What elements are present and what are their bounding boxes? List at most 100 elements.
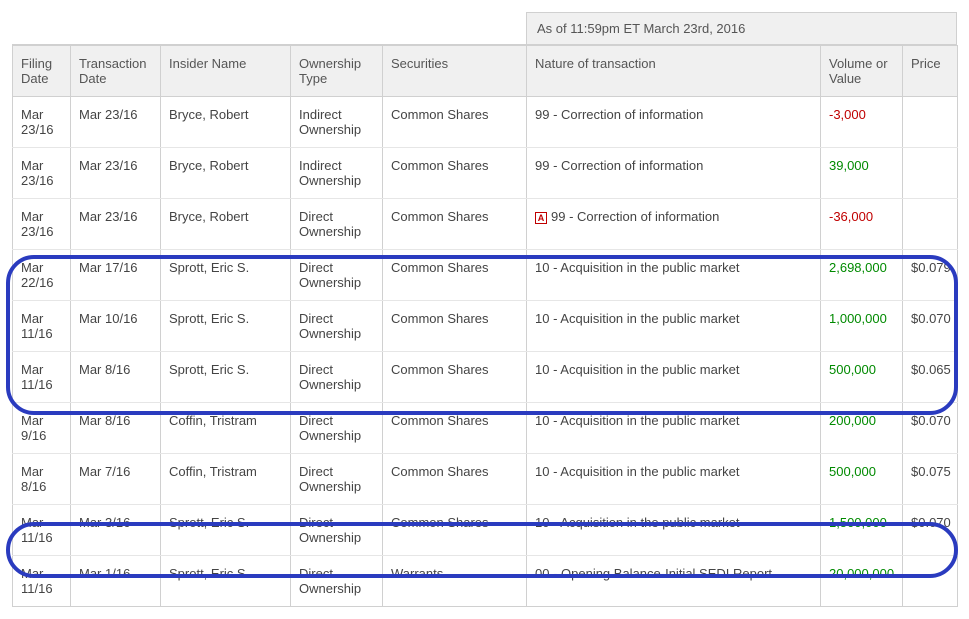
cell-ownership: Direct Ownership [291, 301, 383, 352]
table-row[interactable]: Mar 23/16Mar 23/16Bryce, RobertIndirect … [13, 148, 958, 199]
cell-price [903, 97, 958, 148]
cell-transaction: Mar 23/16 [71, 148, 161, 199]
table-row[interactable]: Mar 23/16Mar 23/16Bryce, RobertDirect Ow… [13, 199, 958, 250]
cell-securities: Common Shares [383, 352, 527, 403]
header-ownership[interactable]: Ownership Type [291, 46, 383, 97]
header-nature[interactable]: Nature of transaction [527, 46, 821, 97]
cell-transaction: Mar 7/16 [71, 454, 161, 505]
cell-nature: 10 - Acquisition in the public market [527, 250, 821, 301]
cell-transaction: Mar 1/16 [71, 556, 161, 607]
cell-securities: Common Shares [383, 250, 527, 301]
cell-transaction: Mar 3/16 [71, 505, 161, 556]
cell-transaction: Mar 17/16 [71, 250, 161, 301]
table-body: Mar 23/16Mar 23/16Bryce, RobertIndirect … [13, 97, 958, 607]
cell-nature: 10 - Acquisition in the public market [527, 454, 821, 505]
table-row[interactable]: Mar 23/16Mar 23/16Bryce, RobertIndirect … [13, 97, 958, 148]
table-row[interactable]: Mar 22/16Mar 17/16Sprott, Eric S.Direct … [13, 250, 958, 301]
cell-filing: Mar 11/16 [13, 352, 71, 403]
cell-ownership: Direct Ownership [291, 556, 383, 607]
header-filing[interactable]: Filing Date [13, 46, 71, 97]
cell-price [903, 148, 958, 199]
cell-volume: 39,000 [821, 148, 903, 199]
cell-nature: 00 - Opening Balance-Initial SEDI Report [527, 556, 821, 607]
cell-insider: Sprott, Eric S. [161, 352, 291, 403]
cell-price: $0.075 [903, 454, 958, 505]
cell-price: $0.065 [903, 352, 958, 403]
cell-transaction: Mar 8/16 [71, 403, 161, 454]
table-row[interactable]: Mar 11/16Mar 1/16Sprott, Eric S.Direct O… [13, 556, 958, 607]
header-row: Filing Date Transaction Date Insider Nam… [13, 46, 958, 97]
header-securities[interactable]: Securities [383, 46, 527, 97]
asof-row: As of 11:59pm ET March 23rd, 2016 [12, 12, 957, 45]
table-row[interactable]: Mar 11/16Mar 3/16Sprott, Eric S.Direct O… [13, 505, 958, 556]
table-row[interactable]: Mar 9/16Mar 8/16Coffin, TristramDirect O… [13, 403, 958, 454]
header-volume[interactable]: Volume or Value [821, 46, 903, 97]
table-row[interactable]: Mar 11/16Mar 8/16Sprott, Eric S.Direct O… [13, 352, 958, 403]
cell-transaction: Mar 10/16 [71, 301, 161, 352]
asof-spacer [12, 12, 526, 45]
cell-filing: Mar 11/16 [13, 556, 71, 607]
cell-volume: 1,500,000 [821, 505, 903, 556]
header-transaction[interactable]: Transaction Date [71, 46, 161, 97]
cell-volume: -36,000 [821, 199, 903, 250]
cell-ownership: Direct Ownership [291, 403, 383, 454]
cell-nature: 10 - Acquisition in the public market [527, 301, 821, 352]
cell-securities: Common Shares [383, 199, 527, 250]
cell-securities: Common Shares [383, 505, 527, 556]
cell-filing: Mar 23/16 [13, 97, 71, 148]
cell-volume: 500,000 [821, 454, 903, 505]
nature-text: 99 - Correction of information [535, 158, 703, 173]
table-row[interactable]: Mar 11/16Mar 10/16Sprott, Eric S.Direct … [13, 301, 958, 352]
cell-volume: -3,000 [821, 97, 903, 148]
cell-volume: 1,000,000 [821, 301, 903, 352]
cell-transaction: Mar 23/16 [71, 199, 161, 250]
cell-insider: Sprott, Eric S. [161, 505, 291, 556]
cell-nature: 99 - Correction of information [527, 148, 821, 199]
cell-price [903, 556, 958, 607]
cell-nature: 10 - Acquisition in the public market [527, 403, 821, 454]
cell-ownership: Direct Ownership [291, 199, 383, 250]
nature-text: 10 - Acquisition in the public market [535, 464, 740, 479]
cell-filing: Mar 9/16 [13, 403, 71, 454]
cell-securities: Common Shares [383, 148, 527, 199]
cell-nature: 99 - Correction of information [527, 97, 821, 148]
cell-securities: Common Shares [383, 301, 527, 352]
cell-ownership: Direct Ownership [291, 250, 383, 301]
cell-insider: Bryce, Robert [161, 148, 291, 199]
cell-nature: 10 - Acquisition in the public market [527, 505, 821, 556]
insider-table-container: As of 11:59pm ET March 23rd, 2016 Filing… [12, 12, 957, 607]
amend-icon: A [535, 212, 547, 224]
cell-volume: 20,000,000 [821, 556, 903, 607]
cell-price: $0.070 [903, 403, 958, 454]
header-price[interactable]: Price [903, 46, 958, 97]
nature-text: 10 - Acquisition in the public market [535, 311, 740, 326]
asof-label: As of 11:59pm ET March 23rd, 2016 [526, 12, 957, 45]
nature-text: 10 - Acquisition in the public market [535, 515, 740, 530]
cell-securities: Common Shares [383, 454, 527, 505]
cell-filing: Mar 11/16 [13, 301, 71, 352]
cell-insider: Sprott, Eric S. [161, 250, 291, 301]
cell-price: $0.070 [903, 505, 958, 556]
cell-filing: Mar 11/16 [13, 505, 71, 556]
cell-volume: 200,000 [821, 403, 903, 454]
cell-volume: 500,000 [821, 352, 903, 403]
cell-nature: A99 - Correction of information [527, 199, 821, 250]
cell-ownership: Indirect Ownership [291, 97, 383, 148]
nature-text: 10 - Acquisition in the public market [535, 260, 740, 275]
cell-insider: Sprott, Eric S. [161, 556, 291, 607]
cell-filing: Mar 23/16 [13, 148, 71, 199]
nature-text: 00 - Opening Balance-Initial SEDI Report [535, 566, 772, 581]
cell-price [903, 199, 958, 250]
cell-transaction: Mar 8/16 [71, 352, 161, 403]
insider-table: Filing Date Transaction Date Insider Nam… [12, 45, 958, 607]
cell-securities: Common Shares [383, 97, 527, 148]
cell-filing: Mar 8/16 [13, 454, 71, 505]
cell-volume: 2,698,000 [821, 250, 903, 301]
cell-securities: Warrants [383, 556, 527, 607]
table-row[interactable]: Mar 8/16Mar 7/16Coffin, TristramDirect O… [13, 454, 958, 505]
cell-ownership: Direct Ownership [291, 454, 383, 505]
cell-ownership: Direct Ownership [291, 505, 383, 556]
nature-text: 10 - Acquisition in the public market [535, 362, 740, 377]
nature-text: 10 - Acquisition in the public market [535, 413, 740, 428]
header-insider[interactable]: Insider Name [161, 46, 291, 97]
